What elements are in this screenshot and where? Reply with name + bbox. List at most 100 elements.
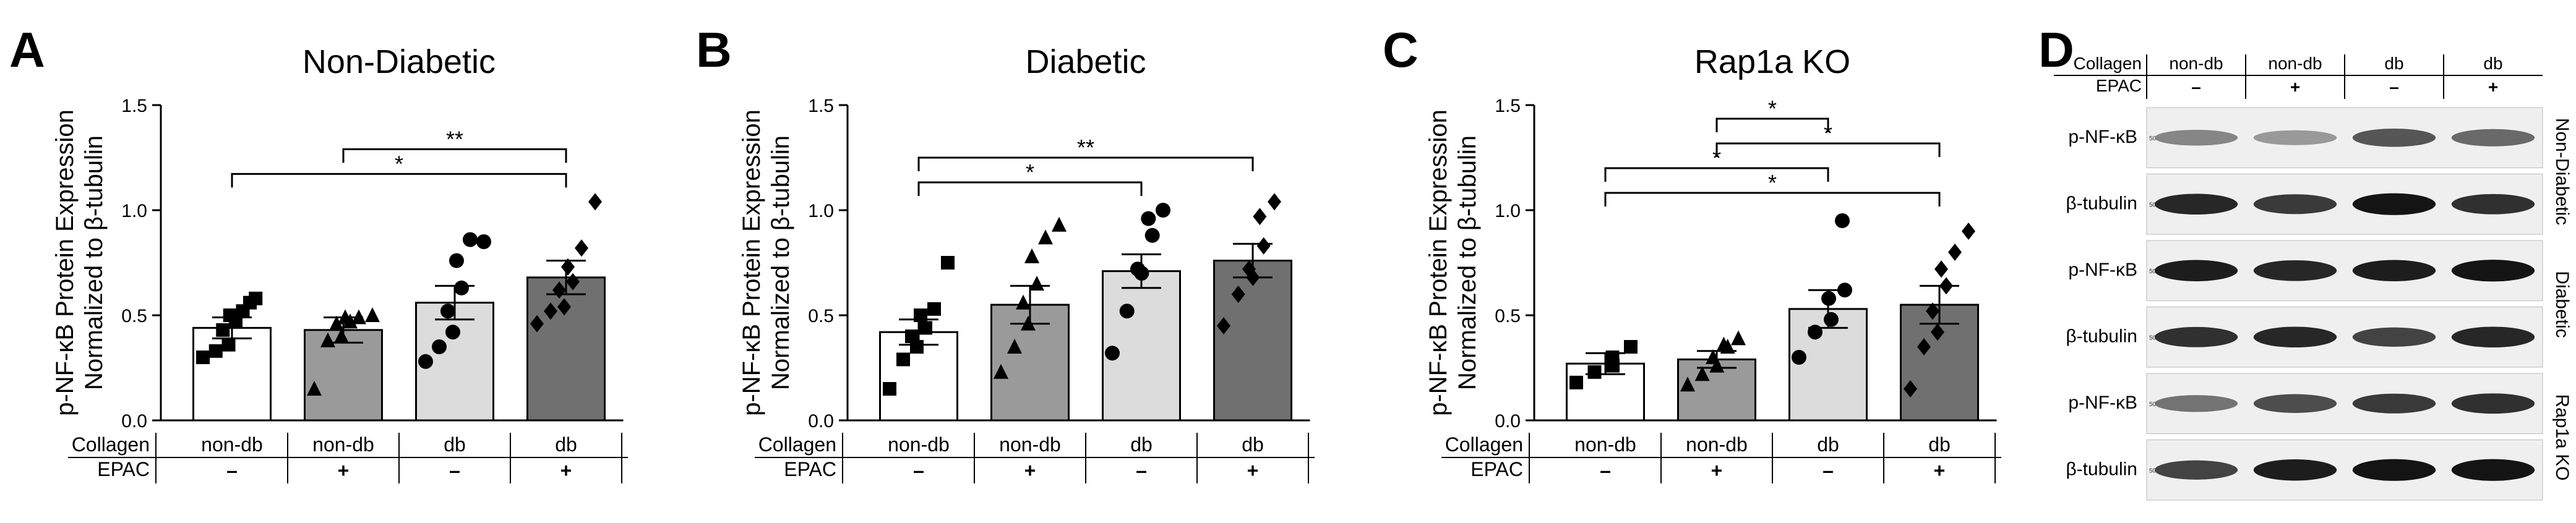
data-point [1268, 193, 1281, 211]
data-point [1835, 213, 1850, 228]
blot-band [2154, 129, 2238, 146]
data-point [575, 239, 588, 257]
table-cell-collagen: non-db [312, 433, 374, 456]
bar [526, 276, 606, 422]
data-point [905, 330, 919, 343]
data-point [1792, 350, 1806, 365]
table-row-label: EPAC [1470, 458, 1523, 480]
table-cell-epac: – [449, 459, 460, 482]
blot-band [2451, 326, 2535, 348]
data-point [1931, 323, 1944, 341]
table-cell-collagen: db [1242, 433, 1264, 456]
significance-bracket [917, 156, 1254, 171]
significance-bracket [1604, 167, 1829, 182]
blot-protein-label: β-tubulin [2066, 326, 2137, 346]
table-row-label: Collagen [758, 433, 836, 456]
blot-mw-marker: 50 [2149, 334, 2157, 341]
blot-protein-label: β-tubulin [2066, 459, 2137, 479]
blot-cell-epac: – [2191, 77, 2201, 96]
y-tick-label: 0.5 [121, 306, 147, 326]
blot-cell-collagen: db [2384, 54, 2403, 73]
data-point [445, 325, 460, 340]
table-cell-collagen: db [1928, 433, 1951, 456]
significance-label: * [1824, 121, 1832, 146]
data-point [216, 323, 230, 337]
table-cell-collagen: non-db [1686, 433, 1748, 456]
data-point [221, 338, 236, 352]
blot-band [2253, 394, 2337, 413]
data-point [1256, 237, 1271, 255]
panel-letter: C [1383, 22, 1419, 77]
blot-band [2253, 194, 2337, 215]
data-point [1024, 248, 1039, 263]
table-cell-epac: – [1600, 459, 1611, 482]
data-point [561, 258, 575, 276]
y-tick-label: 0.0 [808, 411, 834, 432]
significance-label: ** [1077, 135, 1094, 160]
data-point [243, 296, 257, 310]
data-point [927, 302, 941, 316]
blot-protein-label: p-NF-κB [2068, 260, 2137, 280]
y-axis-label: p-NF-κB Protein Expression [1425, 109, 1452, 416]
data-point [1680, 376, 1695, 392]
chart-panel-a: A Non-Diabetic p-NF-κB Protein Expression N… [9, 22, 628, 483]
data-point [1253, 208, 1267, 226]
data-point [1029, 276, 1044, 291]
blot-cell-collagen: db [2483, 54, 2502, 73]
data-point [432, 339, 447, 354]
data-point [1007, 339, 1022, 354]
y-axis-label: Normalized to β-tubulin [80, 135, 108, 390]
blot-mw-marker: 50 [2149, 202, 2157, 208]
blot-band [2451, 129, 2535, 147]
y-tick-label: 0.5 [1495, 306, 1521, 326]
y-tick-label: 0.0 [121, 411, 147, 432]
blot-cell-epac: – [2389, 77, 2399, 96]
blot-group-label: Rap1a KO [2552, 394, 2572, 480]
table-cell-epac: + [1934, 459, 1946, 482]
significance-bracket [342, 148, 567, 163]
data-point [1141, 211, 1156, 226]
table-cell-epac: + [338, 459, 350, 482]
blot-cell-epac: + [2488, 77, 2498, 96]
significance-bracket [917, 181, 1143, 196]
data-point [544, 302, 557, 320]
data-point [1904, 380, 1917, 398]
blot-band [2253, 326, 2337, 348]
data-point [1144, 227, 1160, 243]
blot-band [2451, 260, 2535, 282]
data-point [463, 232, 478, 247]
blot-band [2352, 459, 2436, 481]
data-point [896, 352, 910, 367]
data-point [1217, 317, 1230, 334]
table-row-label: Collagen [72, 433, 150, 456]
data-point [223, 308, 237, 322]
significance-label: * [395, 151, 403, 176]
y-tick-label: 1.5 [121, 96, 147, 116]
table-cell-collagen: db [444, 433, 466, 456]
chart-panel-c: C Rap1a KO p-NF-κB Protein Expression Norma… [1383, 22, 2001, 483]
table-cell-epac: – [226, 459, 238, 482]
chart-title: Non-Diabetic [303, 43, 496, 80]
blot-band [2154, 193, 2238, 215]
significance-label: * [1712, 145, 1721, 171]
data-point [1917, 338, 1931, 355]
data-point [1587, 365, 1602, 379]
blot-cell-collagen: non-db [2169, 54, 2223, 73]
data-point [1569, 375, 1583, 389]
data-point [1156, 203, 1170, 218]
y-tick-label: 0.5 [808, 306, 834, 326]
data-point [476, 234, 491, 249]
data-point [552, 281, 566, 299]
data-point [919, 321, 932, 335]
blot-band [2352, 327, 2436, 347]
data-point [1052, 216, 1067, 232]
data-point [1934, 260, 1948, 278]
table-cell-collagen: non-db [1574, 433, 1636, 456]
chart-panel-b: B Diabetic p-NF-κB Protein Expression Norma… [696, 22, 1315, 483]
blot-mw-marker: 50 [2149, 467, 2157, 474]
blot-protein-label: β-tubulin [2066, 193, 2137, 213]
blot-mw-marker: 50 [2149, 135, 2157, 142]
blot-band [2253, 459, 2337, 481]
data-point [1821, 291, 1836, 306]
data-point [1119, 304, 1135, 319]
